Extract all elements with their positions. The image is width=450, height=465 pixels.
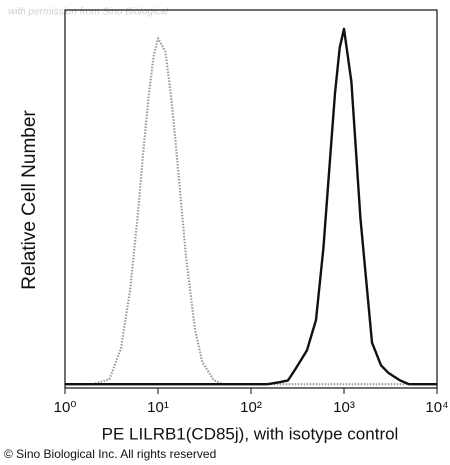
x-tick-label: 10³ [333, 399, 355, 416]
histogram-line [65, 27, 437, 386]
x-tick-label: 10⁴ [425, 399, 448, 416]
x-tick-label: 10¹ [147, 399, 169, 416]
y-axis-label: Relative Cell Number [19, 110, 40, 290]
plot-frame [64, 9, 438, 389]
watermark: with permission from Sino Biological [8, 7, 169, 18]
x-tick-label: 10⁰ [54, 399, 77, 416]
histogram-line [65, 37, 437, 386]
x-tick-label: 10² [240, 399, 262, 416]
footer: © Sino Biological Inc. All rights reserv… [4, 447, 216, 461]
x-axis-label: PE LILRB1(CD85j), with isotype control [102, 424, 399, 443]
